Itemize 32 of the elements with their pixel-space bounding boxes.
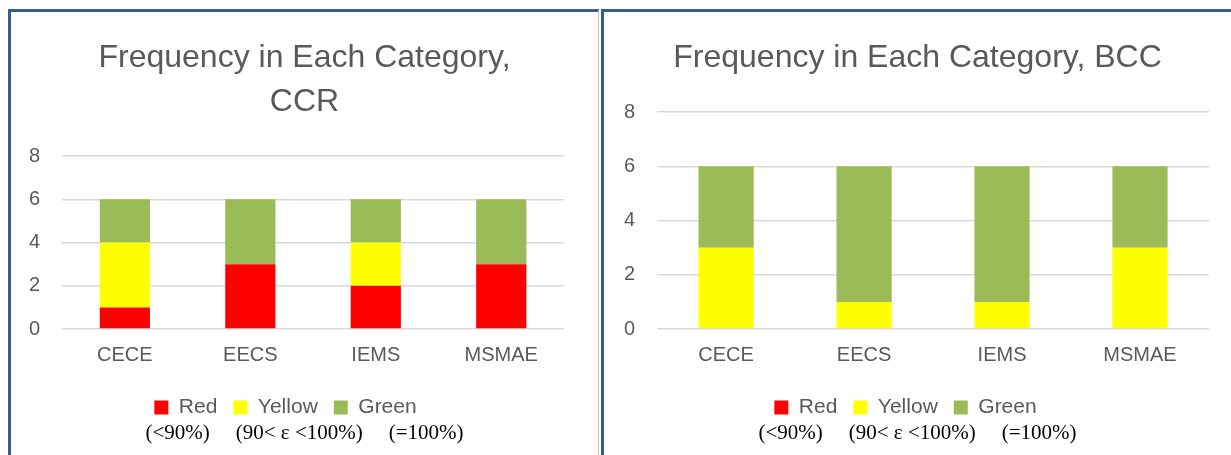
chart-title: Frequency in Each Category, CCR bbox=[97, 37, 512, 120]
chart-title: Frequency in Each Category, BCC bbox=[673, 37, 1162, 76]
legend-label: Red bbox=[178, 394, 218, 418]
x-tick-label: IEMS bbox=[351, 342, 401, 365]
legend-label: Yellow bbox=[877, 394, 939, 418]
x-tick-label: MSMAE bbox=[1103, 342, 1177, 365]
x-tick-label: MSMAE bbox=[464, 342, 538, 365]
x-tick-label: IEMS bbox=[977, 342, 1027, 365]
text: (90< ε <100%) bbox=[235, 420, 363, 444]
y-tick-label: 6 bbox=[29, 186, 41, 209]
legend-label: Green bbox=[978, 394, 1037, 418]
legend-label: Red bbox=[798, 394, 838, 418]
y-tick-label: 4 bbox=[624, 208, 636, 231]
y-tick-label: 8 bbox=[624, 99, 636, 122]
x-tick-label: CECE bbox=[698, 342, 754, 365]
legend-label: Yellow bbox=[257, 394, 319, 418]
text: (<90%) bbox=[145, 420, 210, 444]
text: (<90%) bbox=[758, 420, 823, 444]
y-tick-label: 6 bbox=[624, 153, 636, 176]
y-tick-label: 0 bbox=[29, 316, 41, 339]
text: (=100%) bbox=[388, 420, 464, 444]
y-tick-label: 0 bbox=[624, 316, 636, 339]
y-tick-label: 4 bbox=[29, 230, 41, 253]
y-tick-label: 2 bbox=[624, 262, 636, 285]
y-tick-label: 8 bbox=[29, 143, 41, 166]
legend-label: Green bbox=[358, 394, 417, 418]
x-tick-label: CECE bbox=[97, 342, 153, 365]
text: (=100%) bbox=[1001, 420, 1077, 444]
x-tick-label: EECS bbox=[223, 342, 278, 365]
text: (90< ε <100%) bbox=[848, 420, 976, 444]
y-tick-label: 2 bbox=[29, 273, 41, 296]
x-tick-label: EECS bbox=[836, 342, 892, 365]
